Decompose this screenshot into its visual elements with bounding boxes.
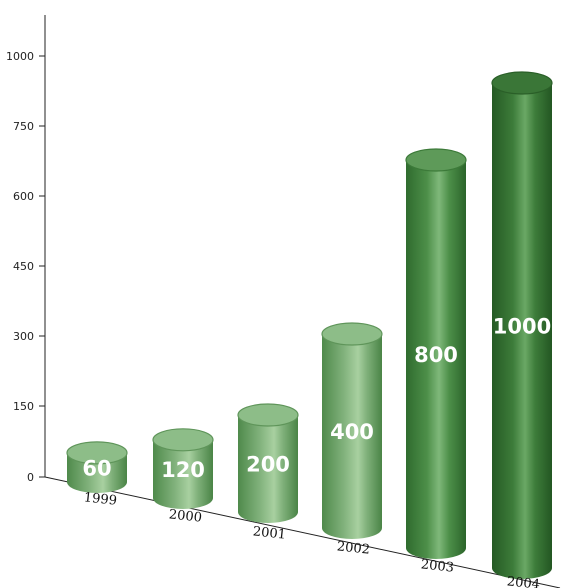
bar-2001: 200 [237,403,299,523]
x-tick-label: 2001 [252,524,286,542]
bar-1999: 60 [66,441,128,493]
data-label: 1000 [493,315,551,339]
bar-top [152,428,214,452]
data-label: 60 [82,456,111,480]
y-tick-label: 450 [13,260,34,273]
data-label: 800 [414,343,458,367]
y-tick-label: 1000 [6,50,34,63]
data-label: 400 [330,420,374,444]
bar-2002: 400 [321,322,383,539]
bar-2003: 800 [405,148,467,559]
bar-body [406,160,466,559]
x-tick-label: 2004 [506,574,540,588]
bar-body [238,415,298,523]
x-tick-label: 2002 [336,539,370,557]
bar-2000: 120 [152,428,214,509]
bar-top [491,71,553,95]
x-tick-label: 2000 [168,507,202,525]
bar-body [322,334,382,539]
y-tick-label: 600 [13,190,34,203]
bar-top [66,441,128,465]
y-tick-label: 750 [13,120,34,133]
y-tick-label: 150 [13,400,34,413]
y-tick-label: 300 [13,330,34,343]
data-label: 120 [161,458,205,482]
x-tick-label: 2003 [420,557,454,575]
bars: 60 120 200 400 800 1000 [66,71,553,579]
bar-body [492,83,552,579]
x-axis [44,476,561,588]
data-label: 200 [246,453,290,477]
bar-body [153,439,213,509]
y-ticks: 0 150 300 450 600 750 1000 [6,50,45,484]
bar-2004: 1000 [491,71,553,579]
y-tick-label: 0 [27,471,34,484]
bar-top [321,322,383,346]
bar-top [237,403,299,427]
category-labels: 1999 2000 2001 2002 2003 2004 [83,490,540,588]
x-tick-label: 1999 [83,490,117,508]
bar-top [405,148,467,172]
